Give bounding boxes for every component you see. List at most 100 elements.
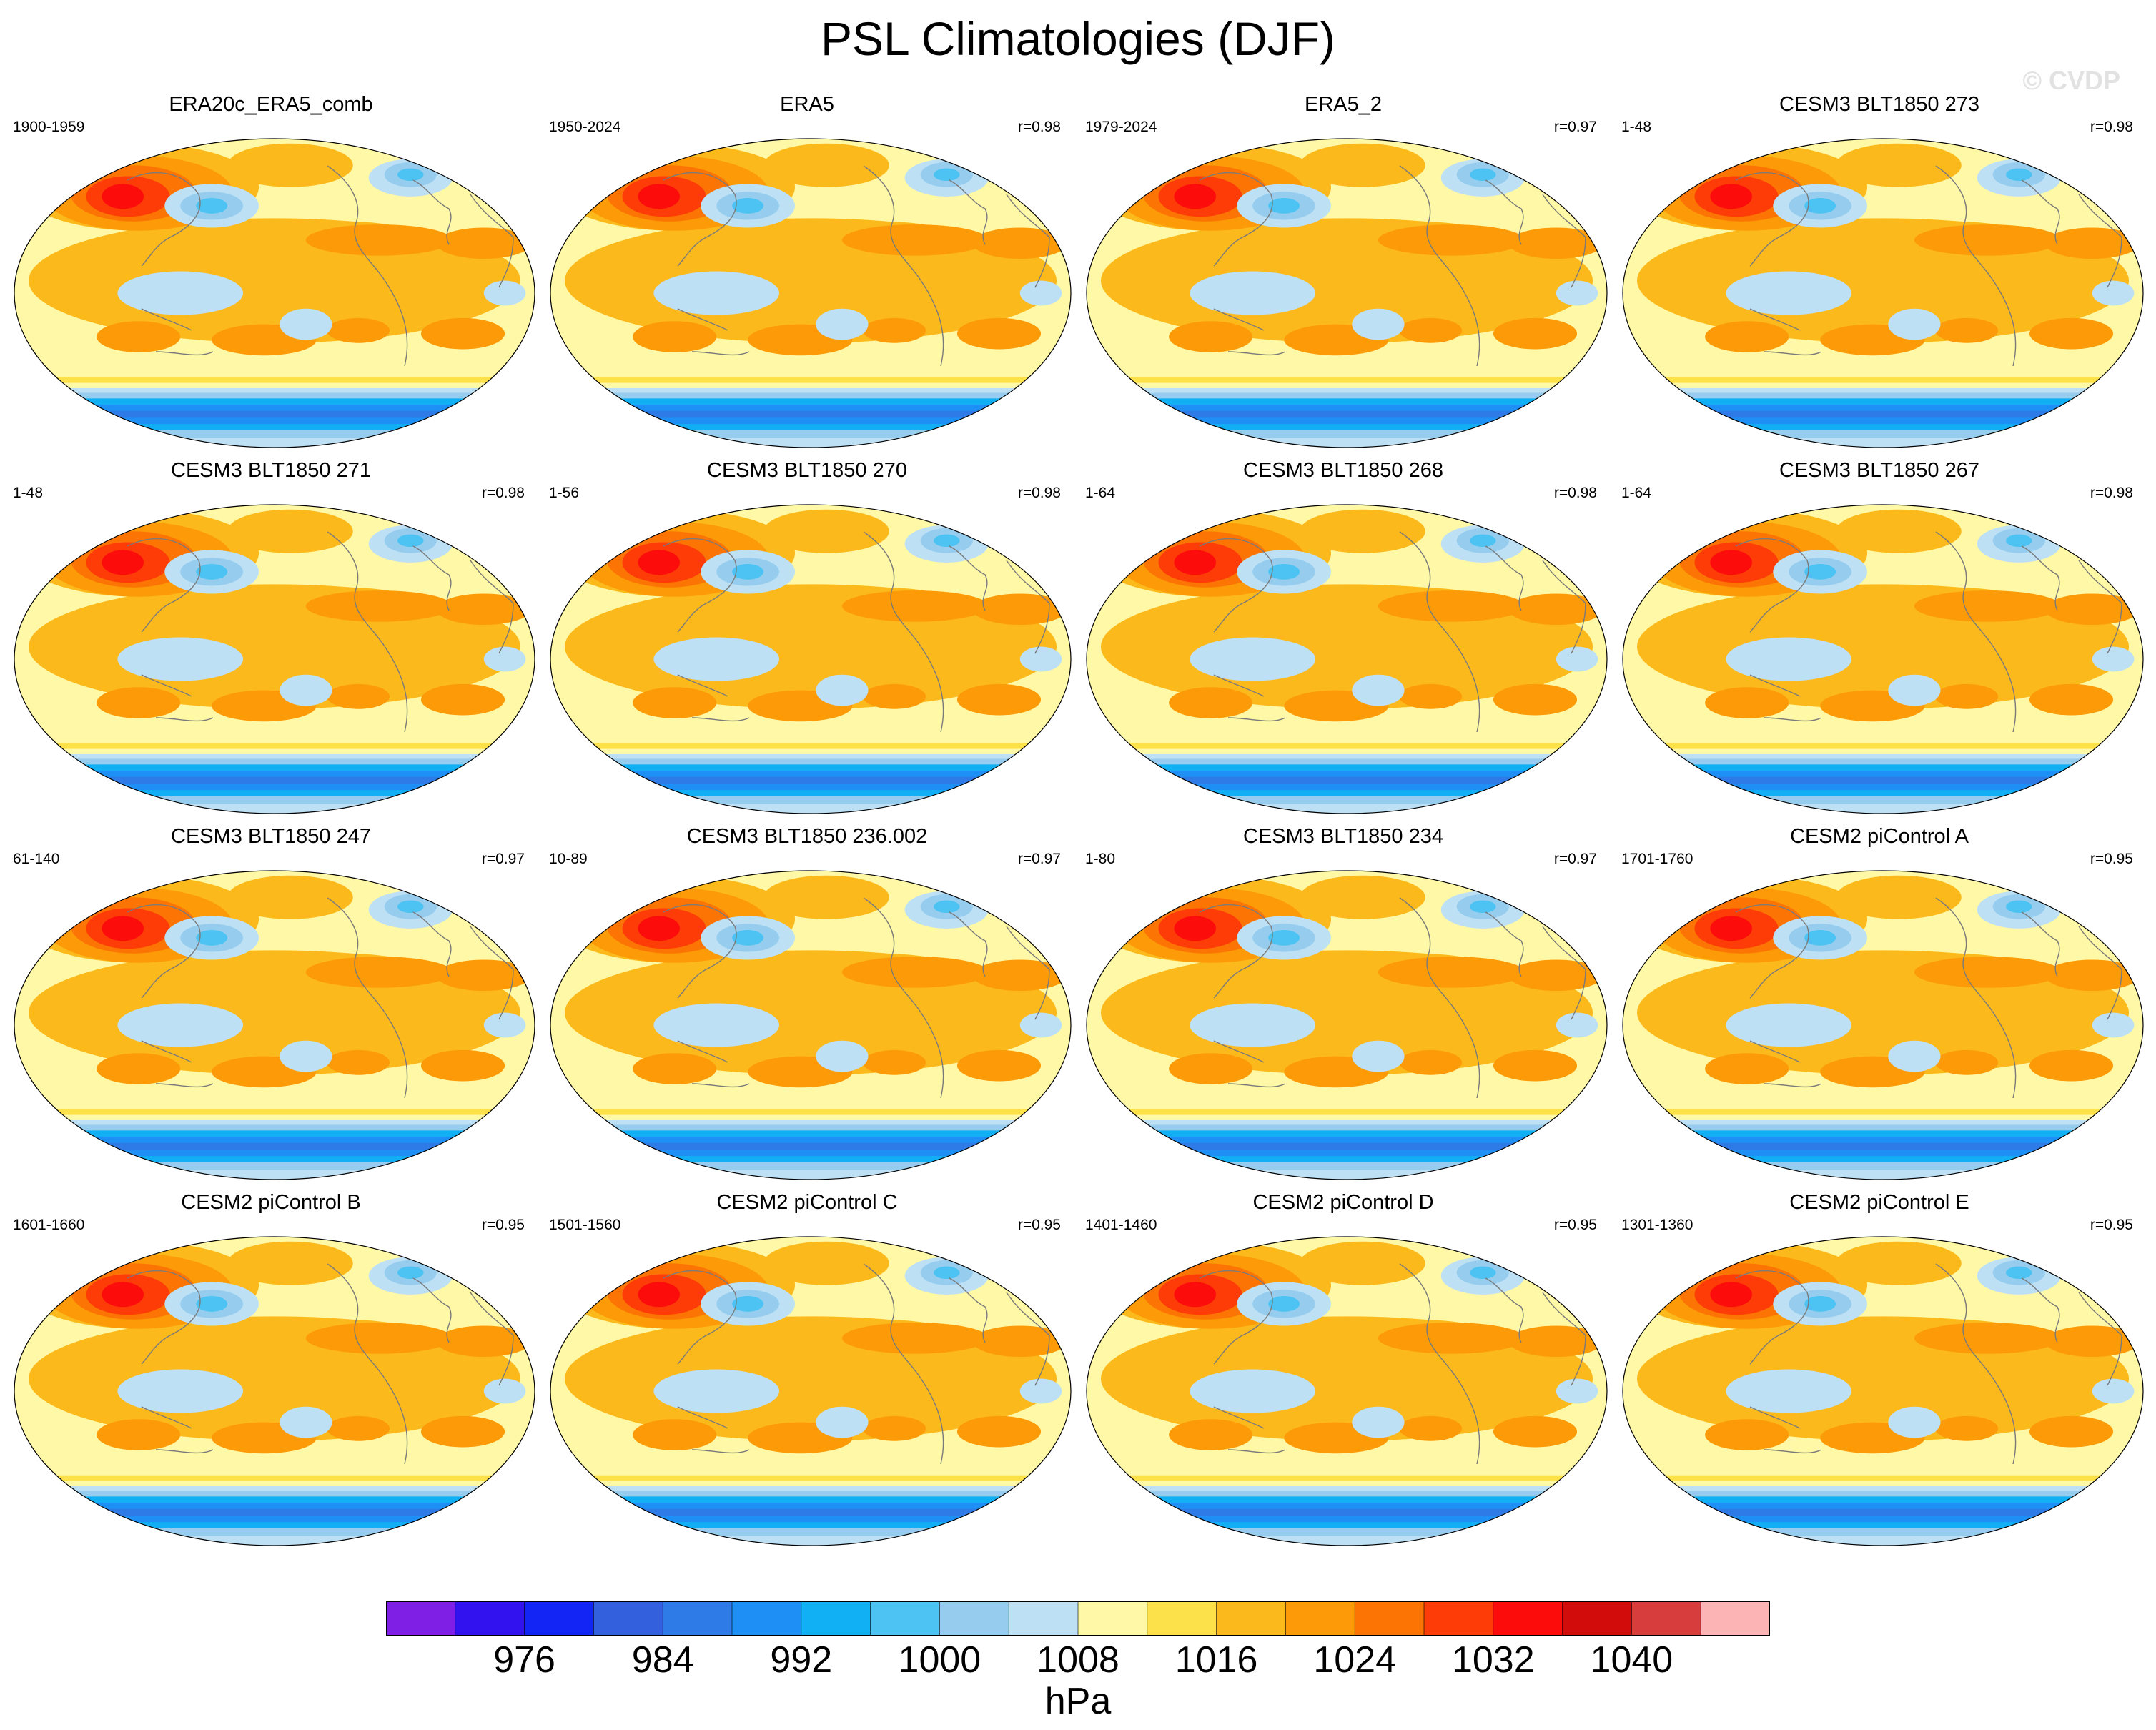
- coastline: [1749, 308, 1801, 331]
- coastline: [1485, 545, 1524, 611]
- coastline: [1006, 926, 1050, 1020]
- coastline: [1399, 897, 1480, 1099]
- coastline: [677, 308, 728, 331]
- panel-period: 1-48: [1621, 119, 1652, 135]
- coastline: [1935, 531, 2017, 733]
- panel-title: CESM3 BLT1850 273: [1779, 93, 1979, 116]
- coastline: [949, 911, 988, 977]
- panel-correlation: r=0.95: [1017, 1217, 1061, 1233]
- colorbar-swatch: [1562, 1601, 1632, 1636]
- coastline: [2021, 911, 2060, 977]
- panel-period: 1-64: [1621, 485, 1652, 501]
- coastline: [663, 1270, 737, 1365]
- coastline: [327, 531, 408, 733]
- coastline: [949, 179, 988, 245]
- colorbar-swatch: [1078, 1601, 1148, 1636]
- psl-map: [550, 504, 1072, 814]
- panel-period: 1979-2024: [1085, 119, 1157, 135]
- panel-correlation: r=0.98: [2090, 485, 2133, 501]
- coastline: [1227, 351, 1286, 356]
- coastline: [470, 560, 514, 654]
- coastline: [141, 674, 192, 697]
- coastline: [863, 531, 944, 733]
- panel-period: 1950-2024: [549, 119, 621, 135]
- chart-title: PSL Climatologies (DJF): [820, 12, 1336, 65]
- panel-period: 1-80: [1085, 851, 1116, 867]
- coastline: [1199, 1270, 1273, 1365]
- coastline: [663, 172, 737, 267]
- colorbar-swatch: [386, 1601, 456, 1636]
- coastline: [1749, 674, 1801, 697]
- coastline: [1213, 1406, 1265, 1429]
- map-panel: CESM3 BLT1850 267 1-64 r=0.98: [1610, 453, 2149, 818]
- coastline: [412, 911, 452, 977]
- map-panel: CESM2 piControl A 1701-1760 r=0.95: [1610, 819, 2149, 1184]
- coastline: [327, 897, 408, 1099]
- colorbar-tick-label: 992: [770, 1639, 833, 1681]
- coastline: [1935, 897, 2017, 1099]
- coastline: [470, 1292, 514, 1386]
- coastline: [1485, 1277, 1524, 1343]
- colorbar-swatch: [1009, 1601, 1079, 1636]
- panel-title: CESM2 piControl A: [1790, 825, 1969, 848]
- coastline: [949, 1277, 988, 1343]
- coastline: [691, 351, 750, 356]
- coastline: [1749, 1040, 1801, 1063]
- coastline: [1935, 1263, 2017, 1465]
- panel-period: 10-89: [549, 851, 588, 867]
- coastline: [1735, 904, 1809, 999]
- panel-title: CESM3 BLT1850 267: [1779, 459, 1979, 482]
- psl-map: [1086, 1236, 1608, 1546]
- panel-correlation: r=0.98: [481, 485, 525, 501]
- coastline: [1227, 1449, 1286, 1454]
- psl-map: [1086, 138, 1608, 448]
- coastline: [1735, 538, 1809, 633]
- colorbar: [386, 1601, 1770, 1636]
- coastline: [127, 1270, 201, 1365]
- coastline: [127, 904, 201, 999]
- colorbar-swatch: [1285, 1601, 1355, 1636]
- panel-period: 1-56: [549, 485, 580, 501]
- coastline: [1764, 351, 1822, 356]
- colorbar-tick-label: 984: [631, 1639, 694, 1681]
- panel-title: CESM3 BLT1850 268: [1243, 459, 1443, 482]
- panel-period: 1501-1560: [549, 1217, 621, 1233]
- coastline: [1542, 1292, 1586, 1386]
- colorbar-tick-label: 1024: [1313, 1639, 1397, 1681]
- colorbar-swatch: [593, 1601, 663, 1636]
- panel-title: CESM2 piControl D: [1252, 1191, 1434, 1214]
- coastline: [1399, 165, 1480, 367]
- map-panel: CESM3 BLT1850 234 1-80 r=0.97: [1074, 819, 1613, 1184]
- colorbar-swatch: [524, 1601, 594, 1636]
- coastline: [1399, 531, 1480, 733]
- colorbar-swatch: [732, 1601, 802, 1636]
- panel-correlation: r=0.95: [2090, 1217, 2133, 1233]
- panel-correlation: r=0.97: [1017, 851, 1061, 867]
- map-panel: CESM3 BLT1850 268 1-64 r=0.98: [1074, 453, 1613, 818]
- map-panel: CESM3 BLT1850 270 1-56 r=0.98: [538, 453, 1077, 818]
- coastline: [677, 1406, 728, 1429]
- panel-correlation: r=0.95: [1553, 1217, 1597, 1233]
- psl-map: [1622, 870, 2144, 1180]
- coastline: [691, 1083, 750, 1088]
- coastline: [1542, 560, 1586, 654]
- colorbar-swatch: [1216, 1601, 1286, 1636]
- coastline: [141, 308, 192, 331]
- coastline: [1935, 165, 2017, 367]
- panel-title: ERA5_2: [1304, 93, 1382, 116]
- coastline: [1006, 560, 1050, 654]
- coastline: [412, 545, 452, 611]
- coastline: [1006, 194, 1050, 288]
- panel-correlation: r=0.97: [1553, 119, 1597, 135]
- coastline: [1213, 308, 1265, 331]
- psl-map: [550, 870, 1072, 1180]
- panel-period: 1701-1760: [1621, 851, 1693, 867]
- coastline: [1542, 194, 1586, 288]
- psl-map: [14, 504, 535, 814]
- colorbar-swatch: [939, 1601, 1009, 1636]
- panel-period: 1-64: [1085, 485, 1116, 501]
- panel-title: CESM3 BLT1850 234: [1243, 825, 1443, 848]
- psl-map: [1622, 1236, 2144, 1546]
- coastline: [1542, 926, 1586, 1020]
- coastline: [2078, 1292, 2122, 1386]
